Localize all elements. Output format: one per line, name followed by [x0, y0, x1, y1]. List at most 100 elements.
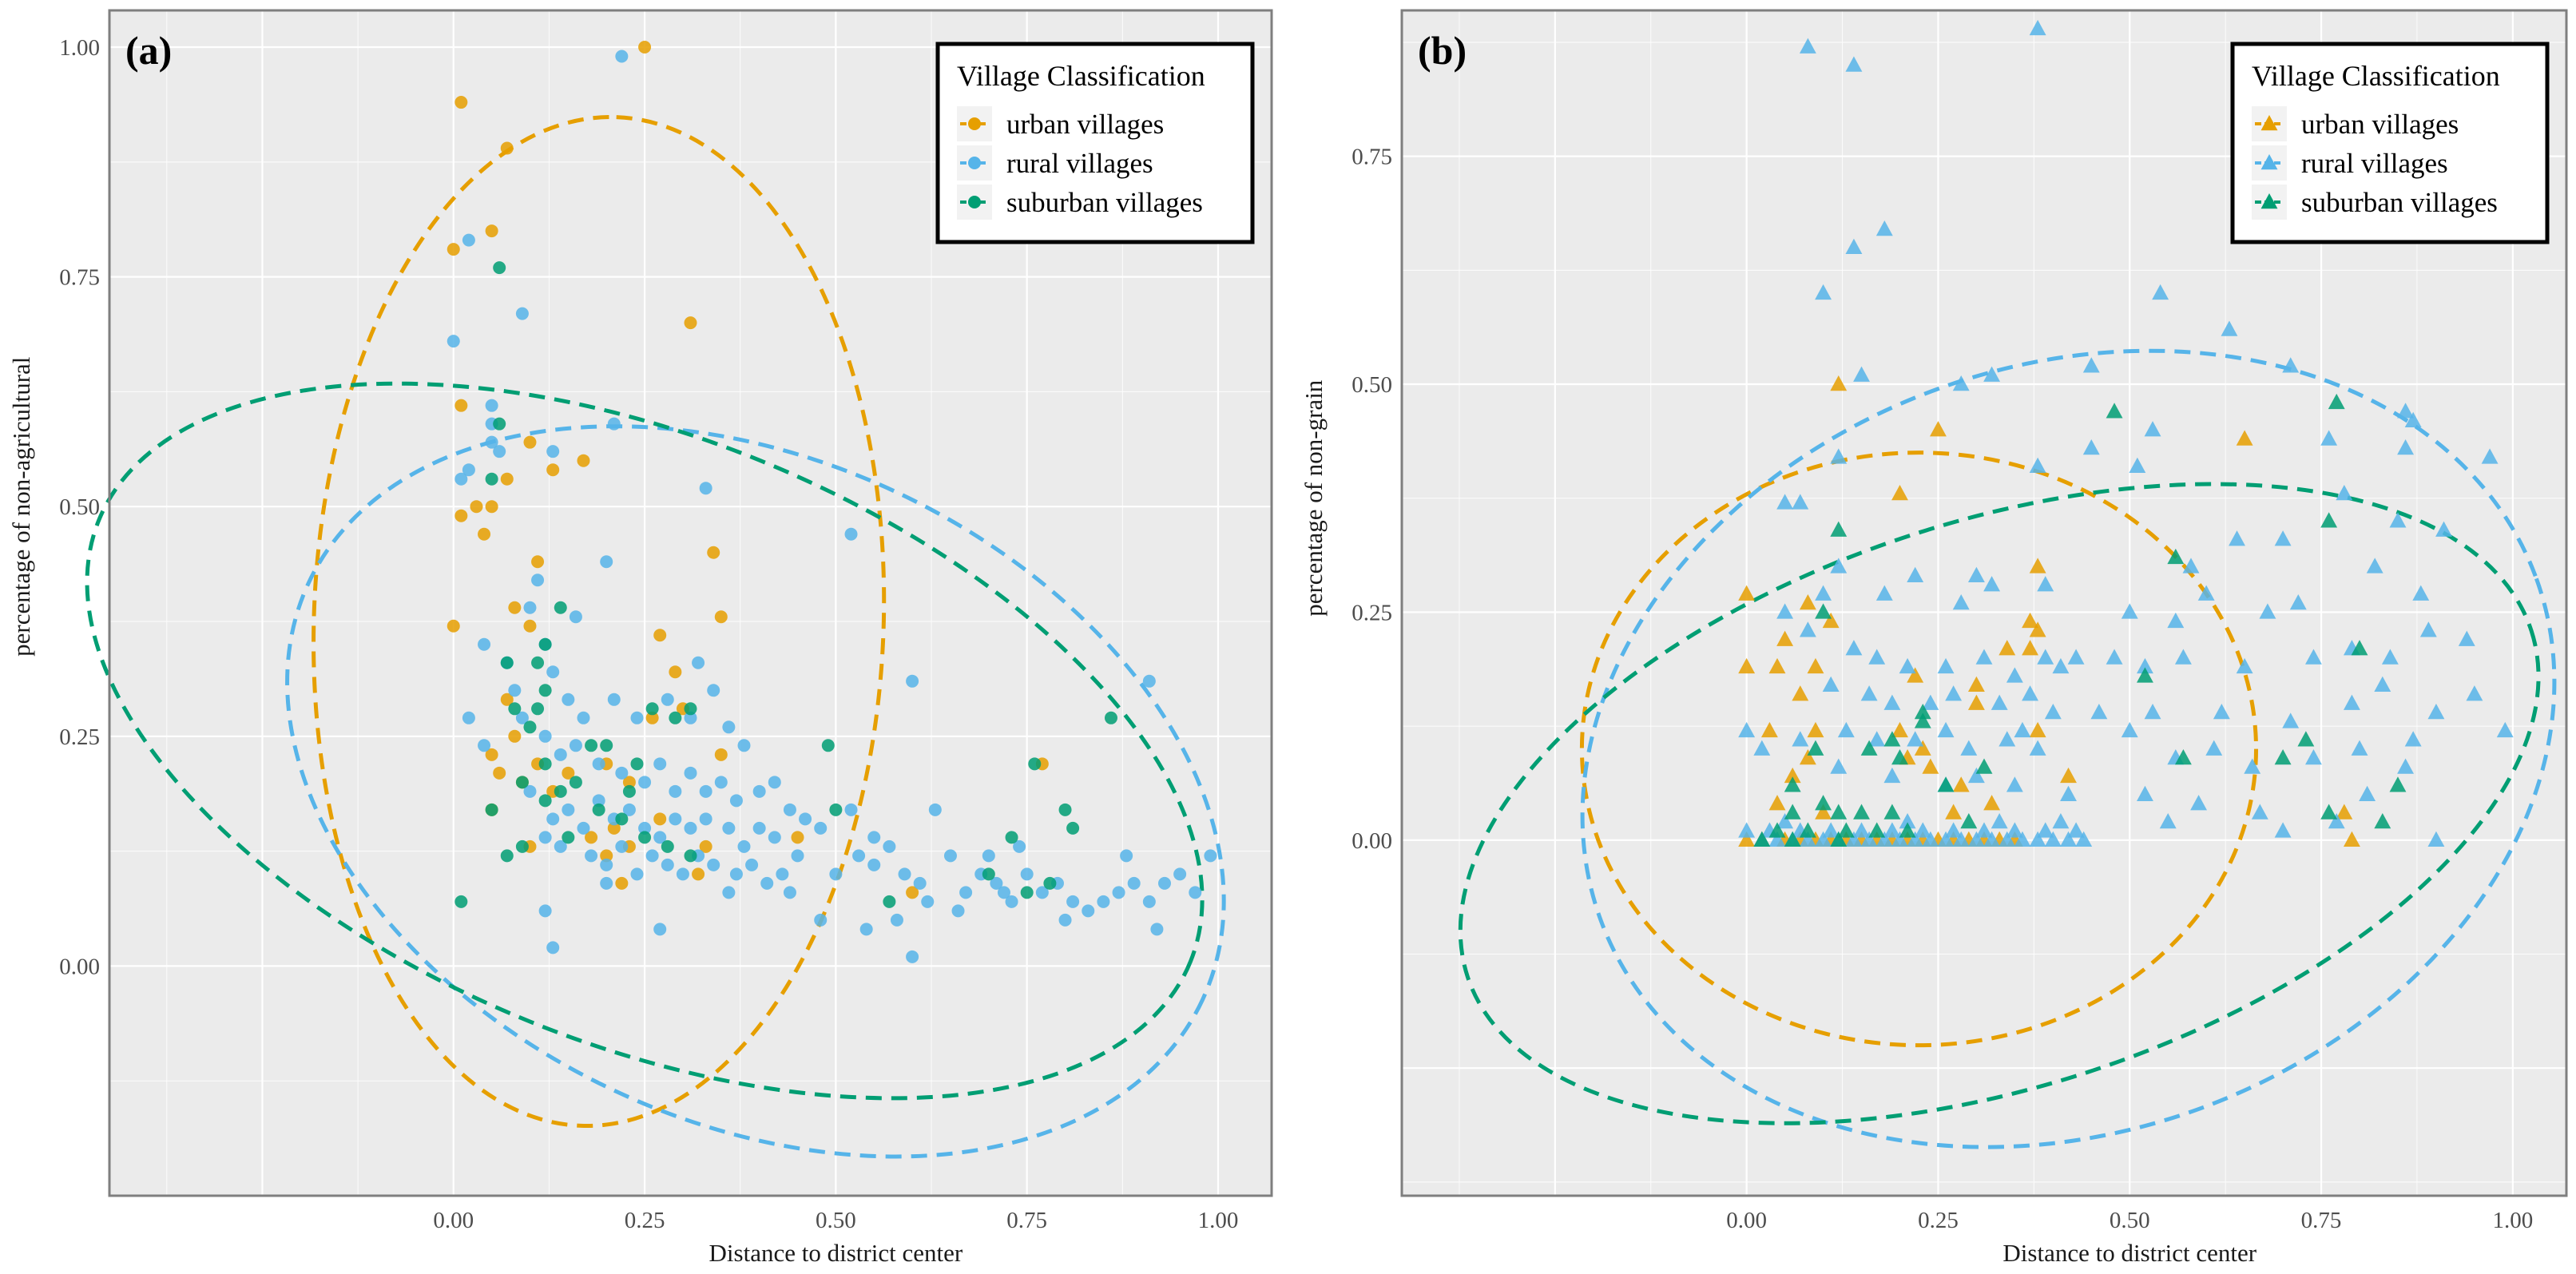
point-suburban — [1960, 812, 1978, 829]
point-rural — [859, 923, 873, 936]
point-urban — [1760, 721, 1778, 738]
point-rural — [615, 50, 629, 63]
point-suburban — [1043, 876, 1057, 890]
point-urban — [1967, 676, 1985, 692]
point-suburban — [1784, 831, 1801, 847]
point-suburban — [1784, 804, 1801, 820]
point-suburban — [538, 794, 552, 808]
point-suburban — [2320, 512, 2338, 528]
point-urban — [622, 776, 636, 789]
point-rural — [2037, 649, 2054, 665]
point-suburban — [508, 702, 522, 716]
point-suburban — [1868, 822, 1886, 838]
point-rural — [1792, 731, 1809, 747]
point-suburban — [2374, 812, 2391, 829]
point-rural — [2029, 19, 2046, 36]
panel-a-ellipses — [85, 114, 1226, 1159]
legend-key-marker-urban — [2260, 115, 2278, 131]
point-rural — [1860, 685, 1878, 701]
point-rural — [752, 821, 766, 835]
point-suburban — [600, 739, 613, 752]
panel-b: 0.00 0.25 0.50 0.75 1.00 0.00 0.25 0.50 0.75 (b)… — [1300, 9, 2568, 1267]
point-rural — [2067, 822, 2085, 838]
point-rural — [1142, 895, 1156, 908]
point-rural — [600, 876, 613, 890]
point-urban — [2029, 558, 2046, 573]
point-rural — [2205, 740, 2223, 756]
point-rural — [669, 812, 682, 826]
point-rural — [2397, 439, 2415, 455]
point-rural — [2029, 457, 2046, 474]
point-suburban — [585, 739, 598, 752]
point-rural — [890, 913, 903, 927]
point-rural — [2006, 822, 2023, 838]
point-urban — [1822, 612, 1840, 629]
point-rural — [1127, 876, 1141, 890]
point-rural — [1853, 822, 1870, 838]
point-urban — [2022, 640, 2039, 656]
point-rural — [1952, 375, 1970, 391]
point-rural — [615, 839, 629, 853]
point-rural — [1922, 694, 1939, 710]
point-rural — [2029, 831, 2046, 847]
point-rural — [1005, 895, 1018, 908]
point-rural — [1983, 366, 2001, 382]
point-rural — [2282, 357, 2300, 373]
panel-b-ellipses — [1458, 348, 2557, 1149]
point-rural — [906, 674, 919, 688]
point-rural — [2366, 558, 2383, 573]
point-rural — [1875, 831, 1893, 847]
point-urban — [1792, 685, 1809, 701]
point-rural — [913, 876, 927, 890]
panel-a-x-axis-title: Distance to district center — [709, 1239, 963, 1267]
point-rural — [692, 656, 705, 669]
point-rural — [1830, 448, 1848, 464]
point-suburban — [2320, 804, 2338, 820]
panel-a-legend-rural: rural villages — [1006, 148, 1153, 179]
point-urban — [2236, 430, 2253, 446]
point-rural — [1799, 38, 1816, 54]
point-suburban — [523, 720, 537, 734]
point-rural — [2014, 831, 2031, 847]
point-rural — [2458, 630, 2475, 646]
point-urban — [699, 839, 712, 853]
point-urban — [493, 766, 506, 780]
point-rural — [1112, 886, 1125, 899]
point-rural — [1883, 694, 1901, 710]
point-rural — [2167, 612, 2185, 629]
point-suburban — [538, 637, 552, 651]
point-suburban — [1830, 521, 1848, 537]
point-urban — [1738, 831, 1756, 847]
point-suburban — [1768, 822, 1786, 838]
point-rural — [1204, 849, 1217, 863]
point-rural — [538, 904, 552, 918]
point-urban — [2022, 612, 2039, 629]
point-rural — [1830, 758, 1848, 774]
panel-a-legend-title: Village Classification — [957, 60, 1205, 92]
point-rural — [2435, 521, 2452, 537]
point-rural — [1875, 585, 1893, 601]
panel-b-border — [1400, 9, 2568, 1197]
point-suburban — [645, 702, 659, 716]
point-rural — [707, 858, 720, 871]
point-rural — [1776, 494, 1794, 510]
point-rural — [1952, 594, 1970, 610]
point-rural — [454, 472, 468, 486]
point-suburban — [2106, 403, 2123, 419]
point-urban — [1945, 804, 1963, 820]
point-rural — [1907, 831, 1924, 847]
point-rural — [554, 748, 567, 761]
point-rural — [752, 784, 766, 798]
point-suburban — [1883, 731, 1901, 747]
point-rural — [1960, 740, 1978, 756]
point-rural — [799, 812, 812, 826]
point-suburban — [2328, 393, 2345, 410]
point-rural — [523, 601, 537, 614]
point-rural — [776, 867, 789, 881]
point-rural — [2052, 657, 2070, 674]
x-tick-label: 1.00 — [1198, 1208, 1239, 1233]
point-rural — [2419, 621, 2437, 637]
panel-b-legend-rural: rural villages — [2301, 148, 2448, 179]
point-urban — [684, 316, 697, 330]
point-rural — [2060, 831, 2077, 847]
